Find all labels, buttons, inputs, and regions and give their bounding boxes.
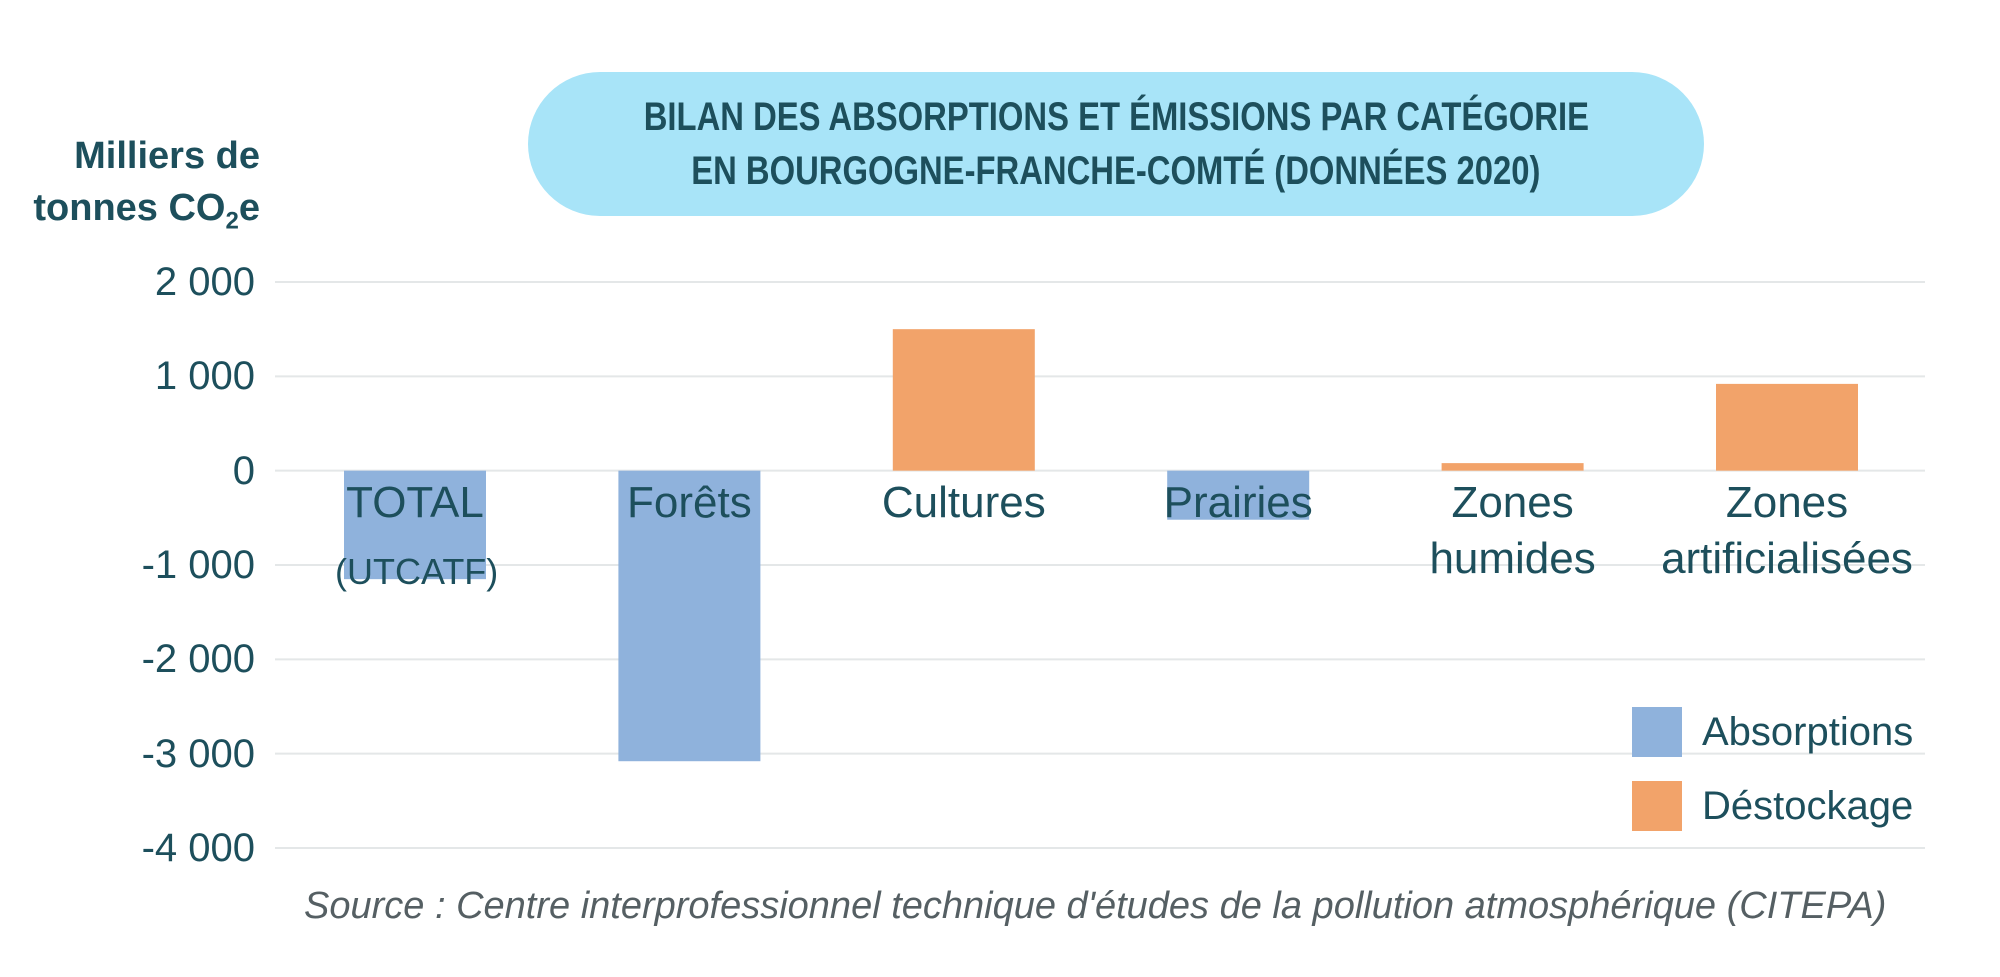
bar	[618, 470, 761, 762]
legend-label-absorptions: Absorptions	[1702, 709, 1914, 754]
chart-title-line-1: BILAN DES ABSORPTIONS ET ÉMISSIONS PAR C…	[643, 95, 1589, 139]
category-label: Prairies	[1163, 477, 1313, 527]
y-axis-label: Milliers de tonnes CO2e	[20, 130, 260, 248]
category-label: TOTAL	[346, 477, 484, 527]
legend-swatch-absorptions	[1632, 707, 1682, 757]
y-tick-label: -3 000	[141, 731, 255, 776]
legend: Absorptions Déstockage	[1632, 704, 1913, 852]
y-tick-label: 0	[232, 448, 255, 493]
bar	[1441, 463, 1584, 471]
bar	[344, 470, 486, 580]
category-sublabel: (UTCATF)	[335, 550, 499, 592]
y-axis-label-line-2: tonnes CO2e	[20, 182, 260, 248]
category-label: Zones humides	[1429, 477, 1596, 583]
source-note: Source : Centre interprofessionnel techn…	[304, 885, 1887, 927]
y-axis-label-subscript: 2	[225, 207, 239, 235]
category-label: Forêts	[627, 477, 752, 527]
y-axis-label-line-1: Milliers de	[74, 135, 260, 177]
gridlines	[275, 281, 1925, 849]
y-axis-label-text: tonnes CO	[33, 187, 226, 229]
y-axis-label-suffix: e	[238, 187, 260, 229]
legend-item-destockage: Déstockage	[1632, 778, 1913, 834]
legend-swatch-destockage	[1632, 781, 1682, 831]
chart-title-line-2: EN BOURGOGNE-FRANCHE-COMTÉ (DONNÉES 2020…	[691, 149, 1541, 193]
y-tick-label: 2 000	[154, 260, 255, 304]
y-tick-label: -2 000	[141, 637, 255, 682]
category-label: Zones artificialisées	[1661, 477, 1913, 583]
bars	[344, 329, 1858, 762]
legend-label-destockage: Déstockage	[1702, 783, 1914, 828]
legend-item-absorptions: Absorptions	[1632, 704, 1913, 760]
bar	[892, 329, 1035, 471]
y-tick-label: -1 000	[141, 543, 255, 587]
y-tick-label: 1 000	[154, 354, 255, 399]
category-label: Cultures	[881, 477, 1046, 527]
chart-title: BILAN DES ABSORPTIONS ET ÉMISSIONS PAR C…	[528, 72, 1704, 216]
bar	[1167, 470, 1310, 520]
y-tick-label: -4 000	[141, 826, 255, 870]
bar	[1716, 383, 1858, 471]
